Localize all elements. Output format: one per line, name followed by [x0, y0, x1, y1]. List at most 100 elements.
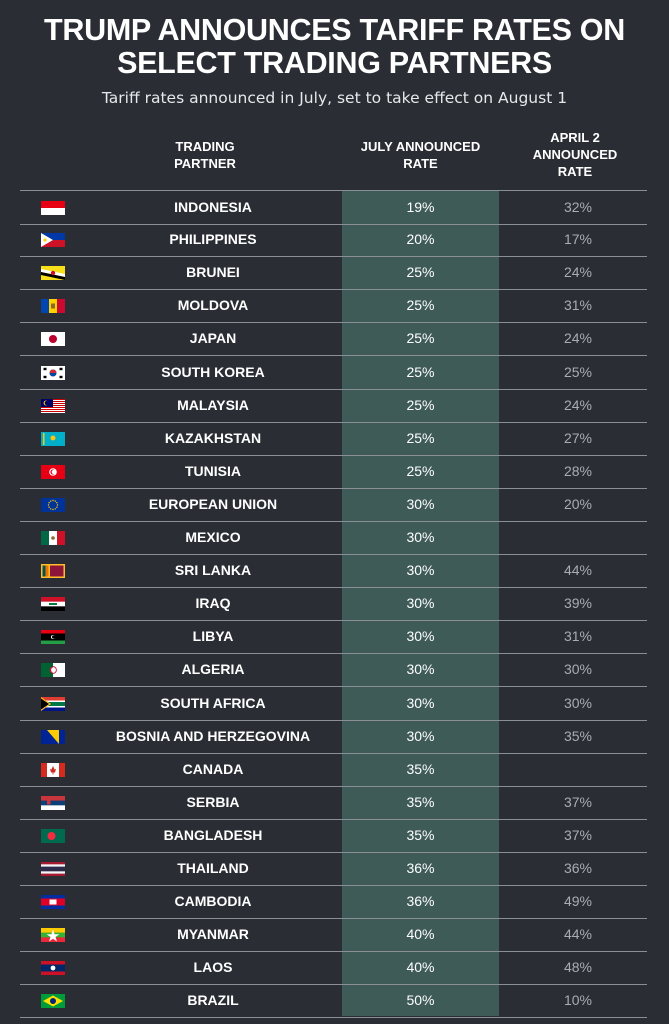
- july-rate-value: 30%: [406, 562, 435, 579]
- july-rate-value: 36%: [406, 860, 435, 876]
- partner-name: LAOS: [193, 959, 233, 976]
- header-july-line1: JULY ANNOUNCED: [360, 139, 481, 154]
- partner-name: BRUNEI: [186, 264, 240, 281]
- april-rate-value: 39%: [563, 595, 593, 612]
- chart-subtitle: Tariff rates announced in July, set to t…: [101, 89, 568, 107]
- european-union-flag-icon: [41, 497, 65, 512]
- brazil-flag-icon: [41, 994, 65, 1009]
- july-rate-value: 35%: [406, 826, 435, 843]
- partner-name: THAILAND: [177, 860, 249, 876]
- april-rate-value: 28%: [563, 462, 593, 479]
- indonesia-flag-icon: [41, 201, 65, 215]
- header-april-line3: RATE: [557, 164, 593, 179]
- july-rate-value: 30%: [406, 595, 435, 612]
- partner-name: BANGLADESH: [163, 826, 263, 843]
- july-rate-value: 25%: [406, 297, 435, 314]
- july-rate-value: 25%: [406, 264, 435, 281]
- table-row: EUROPEAN UNION 30% 20%: [20, 488, 647, 522]
- header-july-line2: RATE: [403, 156, 438, 171]
- july-rate-value: 19%: [406, 199, 435, 215]
- july-rate-value: 36%: [406, 893, 435, 910]
- sri-lanka-flag-icon: [41, 564, 65, 579]
- april-rate-value: 20%: [563, 495, 593, 512]
- philippines-flag-icon: [41, 233, 65, 248]
- bosnia-flag-icon: [41, 729, 65, 744]
- partner-name: MALAYSIA: [177, 396, 249, 413]
- header-april-line2: ANNOUNCED: [532, 147, 618, 162]
- april-rate-value: 37%: [563, 793, 593, 810]
- moldova-flag-icon: [41, 299, 65, 314]
- partner-name: SERBIA: [186, 793, 240, 810]
- header-april-line1: APRIL 2: [550, 130, 600, 145]
- south-korea-flag-icon: [41, 365, 65, 380]
- partner-name: TUNISIA: [185, 462, 241, 479]
- april-rate-value: 27%: [563, 429, 593, 446]
- july-rate-value: 40%: [406, 926, 435, 943]
- canada-flag-icon: [41, 762, 65, 777]
- april-rate-value: 44%: [563, 562, 593, 579]
- partner-name: SOUTH AFRICA: [160, 694, 266, 711]
- libya-flag-icon: [41, 630, 65, 645]
- partner-name: SRI LANKA: [174, 562, 252, 579]
- partner-name: MEXICO: [185, 529, 241, 545]
- mexico-flag-icon: [41, 531, 65, 545]
- july-rate-value: 35%: [406, 793, 435, 810]
- table-row: CAMBODIA 36% 49%: [20, 885, 647, 920]
- july-rate-value: 30%: [406, 628, 435, 645]
- chart-title: TRUMP ANNOUNCES TARIFF RATES ON SELECT T…: [0, 14, 669, 80]
- partner-name: IRAQ: [195, 595, 231, 612]
- table-row: JAPAN 25% 24%: [20, 322, 647, 357]
- july-rate-value: 20%: [406, 231, 435, 248]
- july-rate-value: 25%: [406, 429, 435, 446]
- april-rate-value: 31%: [563, 297, 593, 314]
- july-rate-value: 30%: [406, 727, 435, 744]
- july-rate-value: 30%: [406, 661, 435, 678]
- table-row: LAOS 40% 48%: [20, 951, 647, 986]
- partner-name: JAPAN: [189, 330, 237, 347]
- partner-name: BRAZIL: [187, 992, 239, 1009]
- april-rate-value: 30%: [563, 694, 593, 711]
- japan-flag-icon: [41, 332, 65, 347]
- table-row: SOUTH AFRICA 30% 30%: [20, 687, 647, 721]
- partner-name: KAZAKHSTAN: [164, 429, 262, 446]
- april-rate-value: 31%: [563, 628, 593, 645]
- table-row: SOUTH KOREA 25% 25%: [20, 356, 647, 390]
- table-row: SERBIA 35% 37%: [20, 786, 647, 820]
- july-rate-value: 25%: [406, 396, 435, 413]
- header-july-rate: JULY ANNOUNCED RATE: [342, 138, 499, 172]
- table-row: PHILIPPINES 20% 17%: [20, 223, 647, 258]
- table-row: INDONESIA 19% 32%: [20, 190, 647, 225]
- table-row: ALGERIA 30% 30%: [20, 653, 647, 688]
- july-rate-value: 25%: [406, 462, 435, 479]
- april-rate-value: 35%: [563, 727, 593, 744]
- april-rate-value: 37%: [563, 826, 593, 843]
- table-row: BRUNEI 25% 24%: [20, 256, 647, 291]
- table-row: CANADA 35%: [20, 753, 647, 787]
- table-row: IRAQ 30% 39%: [20, 587, 647, 622]
- july-rate-value: 30%: [406, 694, 435, 711]
- table-row: MYANMAR 40% 44%: [20, 918, 647, 953]
- partner-name: MYANMAR: [177, 926, 249, 943]
- bangladesh-flag-icon: [41, 828, 65, 843]
- table-row: THAILAND 36% 36%: [20, 852, 647, 886]
- april-rate-value: 24%: [563, 330, 593, 347]
- partner-name: SOUTH KOREA: [161, 363, 265, 380]
- myanmar-flag-icon: [41, 928, 65, 943]
- malaysia-flag-icon: [41, 398, 65, 413]
- partner-name: INDONESIA: [174, 199, 252, 215]
- july-rate-value: 30%: [406, 529, 435, 545]
- title-line-1: TRUMP ANNOUNCES TARIFF RATES ON: [44, 13, 625, 47]
- header-trading-partner: TRADING PARTNER: [150, 138, 260, 172]
- partner-name: EUROPEAN UNION: [148, 495, 278, 512]
- table-row: KAZAKHSTAN 25% 27%: [20, 422, 647, 456]
- july-rate-value: 35%: [406, 760, 435, 777]
- table-row: MALAYSIA 25% 24%: [20, 389, 647, 423]
- algeria-flag-icon: [41, 663, 65, 678]
- south-africa-flag-icon: [41, 696, 65, 711]
- april-rate-value: 30%: [563, 661, 593, 678]
- table-row: MEXICO 30%: [20, 521, 647, 555]
- title-line-2: SELECT TRADING PARTNERS: [117, 46, 552, 80]
- july-rate-value: 25%: [406, 363, 435, 380]
- partner-name: BOSNIA AND HERZEGOVINA: [115, 727, 311, 744]
- april-rate-value: 17%: [563, 231, 593, 248]
